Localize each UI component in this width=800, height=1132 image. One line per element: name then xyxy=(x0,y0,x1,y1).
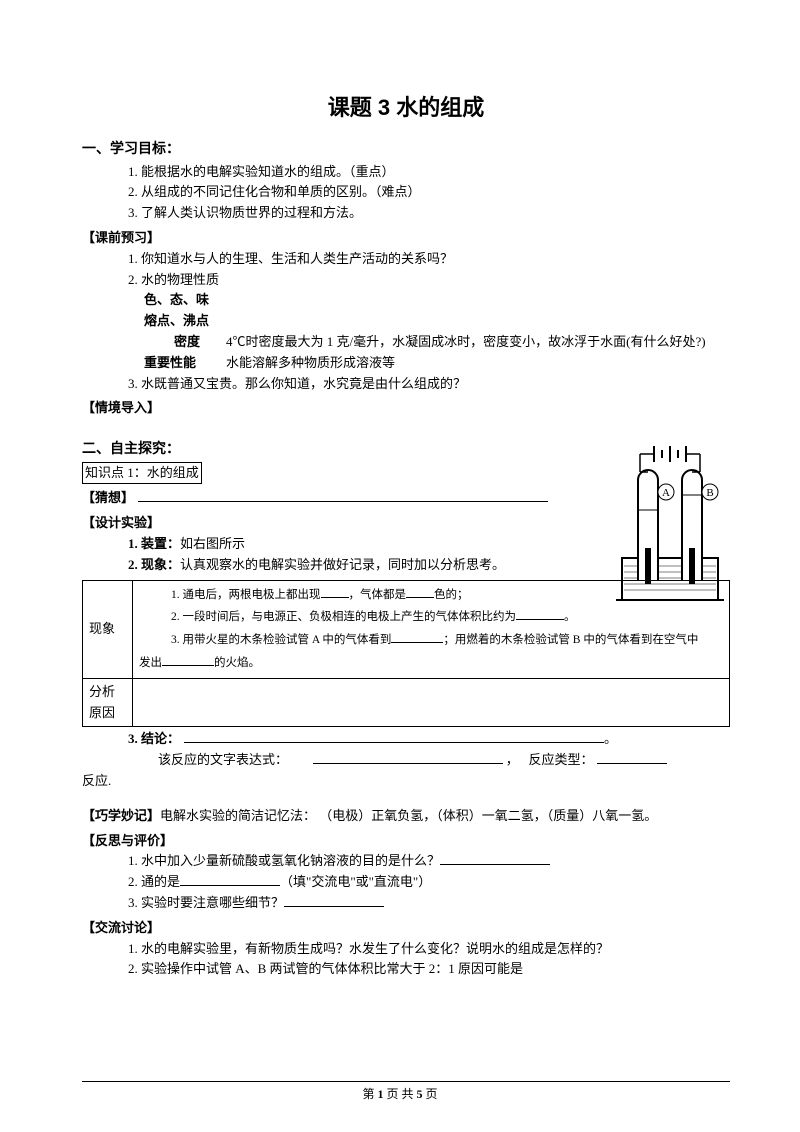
reflect-blank-1[interactable] xyxy=(440,851,550,865)
prop-performance-row: 重要性能 水能溶解多种物质形成溶液等 xyxy=(82,353,730,374)
discuss-q1: 1. 水的电解实验里，有新物质生成吗？水发生了什么变化？说明水的组成是怎样的？ xyxy=(82,939,730,960)
discuss-q2: 2. 实验操作中试管 A、B 两试管的气体体积比常大于 2：1 原因可能是 xyxy=(82,959,730,980)
reaction-suffix: 反应. xyxy=(82,771,730,792)
context-heading: 【情境导入】 xyxy=(82,398,730,419)
table-analysis-cell[interactable] xyxy=(133,678,730,727)
prop-color: 色、态、味 xyxy=(82,290,730,311)
goal-2: 2. 从组成的不同记住化合物和单质的区别。（难点） xyxy=(82,182,730,203)
reflect-q2: 2. 通的是（填"交流电"或"直流电"） xyxy=(82,872,730,893)
guess-heading: 【猜想】 xyxy=(82,488,134,509)
blank-4[interactable] xyxy=(391,629,443,643)
prop-melting: 熔点、沸点 xyxy=(82,311,730,332)
conclusion-blank[interactable] xyxy=(184,729,604,743)
blank-5[interactable] xyxy=(162,652,214,666)
table-analysis-label: 分析 原因 xyxy=(83,678,133,727)
density-label: 密度 xyxy=(144,332,226,353)
table-phenomenon-label: 现象 xyxy=(83,580,133,678)
svg-text:B: B xyxy=(706,487,713,499)
reflect-blank-2[interactable] xyxy=(180,872,280,886)
density-value: 4℃时密度最大为 1 克/毫升，水凝固成冰时，密度变小，故冰浮于水面(有什么好处… xyxy=(226,332,730,353)
footer-divider xyxy=(82,1081,730,1082)
expression-line: 该反应的文字表达式： ， 反应类型： xyxy=(82,750,730,771)
electrolysis-diagram-icon: A B xyxy=(610,440,730,610)
section-1-heading: 一、学习目标： xyxy=(82,137,730,159)
reflect-q1: 1. 水中加入少量新硫酸或氢氧化钠溶液的目的是什么？ xyxy=(82,851,730,872)
preclass-q2: 2. 水的物理性质 xyxy=(82,270,730,291)
goal-3: 3. 了解人类认识物质世界的过程和方法。 xyxy=(82,203,730,224)
blank-2[interactable] xyxy=(406,584,434,598)
preclass-q1: 1. 你知道水与人的生理、生活和人类生产活动的关系吗？ xyxy=(82,249,730,270)
preclass-q3: 3. 水既普通又宝贵。那么你知道，水究竟是由什么组成的？ xyxy=(82,374,730,395)
reflect-blank-3[interactable] xyxy=(284,893,384,907)
blank-3[interactable] xyxy=(516,606,564,620)
prop-density-row: 密度 4℃时密度最大为 1 克/毫升，水凝固成冰时，密度变小，故冰浮于水面(有什… xyxy=(82,332,730,353)
mnemonic-block: 【巧学妙记】电解水实验的简洁记忆法： （电极）正氧负氢，（体积）一氧二氢，（质量… xyxy=(82,806,730,827)
reaction-type-blank[interactable] xyxy=(597,750,667,764)
document-title: 课题 3 水的组成 xyxy=(82,90,730,125)
conclusion-line: 3. 结论： 。 xyxy=(82,729,730,750)
performance-value: 水能溶解多种物质形成溶液等 xyxy=(226,353,730,374)
reflect-heading: 【反思与评价】 xyxy=(82,831,730,852)
goal-1: 1. 能根据水的电解实验知道水的组成。（重点） xyxy=(82,162,730,183)
discuss-heading: 【交流讨论】 xyxy=(82,918,730,939)
svg-text:A: A xyxy=(662,487,670,499)
reflect-q3: 3. 实验时要注意哪些细节？ xyxy=(82,893,730,914)
blank-1[interactable] xyxy=(321,584,349,598)
guess-blank[interactable] xyxy=(138,488,548,502)
preclass-heading: 【课前预习】 xyxy=(82,228,730,249)
page-footer: 第 1 页 共 5 页 xyxy=(0,1085,800,1104)
expression-blank[interactable] xyxy=(313,750,503,764)
performance-label: 重要性能 xyxy=(144,353,226,374)
